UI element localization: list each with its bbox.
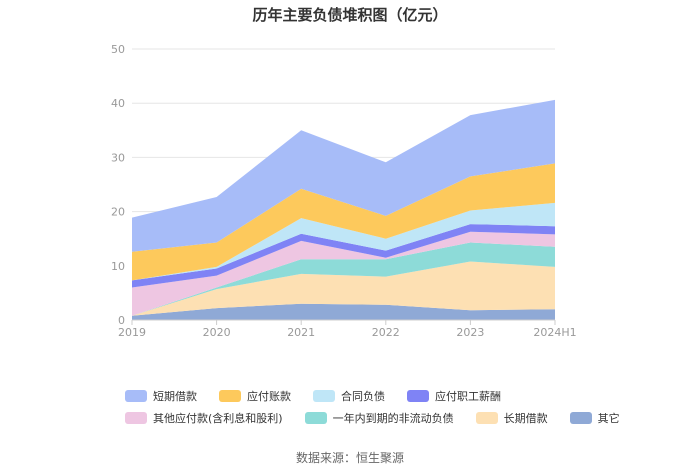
series-area	[132, 231, 555, 316]
legend-label: 其他应付款(含利息和股利)	[153, 412, 283, 425]
y-tick-label: 0	[118, 314, 125, 327]
legend-item[interactable]: 其它	[569, 410, 620, 426]
legend-label: 合同负债	[341, 390, 385, 403]
x-tick-label: 2023	[456, 326, 484, 339]
data-source: 数据来源：恒生聚源	[295, 451, 404, 465]
legend-swatch	[219, 390, 241, 402]
legend-label: 应付账款	[247, 390, 291, 403]
legend-label: 一年内到期的非流动负债	[332, 412, 454, 425]
legend-item[interactable]: 一年内到期的非流动负债	[304, 410, 454, 426]
x-tick-label: 2020	[203, 326, 231, 339]
x-tick-label: 2024H1	[533, 326, 576, 339]
series-area	[132, 202, 555, 281]
series-area	[132, 99, 555, 252]
legend-swatch	[407, 390, 429, 402]
legend-item[interactable]: 合同负债	[313, 388, 385, 404]
plot-area: 0 10 20 30 40 50 2019 2020 2021 2022 2023 2024H1	[111, 43, 577, 339]
x-tick-label: 2019	[118, 326, 146, 339]
chart-title: 历年主要负债堆积图（亿元）	[252, 6, 448, 24]
x-tick-label: 2021	[287, 326, 315, 339]
legend-item[interactable]: 应付职工薪酬	[407, 388, 501, 404]
x-tick-label: 2022	[372, 326, 400, 339]
y-tick-label: 20	[111, 206, 125, 219]
y-tick-label: 10	[111, 260, 125, 273]
legend: 短期借款 应付账款 合同负债 应付职工薪酬其他应付款(含利息和股利) 一年内到期的非流动…	[125, 388, 685, 426]
legend-swatch	[125, 412, 147, 424]
series-area	[132, 261, 555, 316]
legend-swatch	[475, 412, 498, 424]
legend-item[interactable]: 长期借款	[475, 410, 548, 426]
legend-swatch	[304, 412, 327, 424]
legend-swatch	[313, 390, 335, 402]
legend-swatch	[569, 412, 592, 424]
legend-item[interactable]: 应付账款	[219, 388, 291, 404]
legend-label: 长期借款	[503, 412, 548, 425]
series-area	[132, 242, 555, 316]
x-axis: 2019 2020 2021 2022 2023 2024H1	[118, 319, 577, 339]
y-axis: 0 10 20 30 40 50	[111, 43, 125, 327]
series-area	[132, 224, 555, 288]
legend-label: 短期借款	[153, 390, 197, 403]
legend-item[interactable]: 短期借款	[125, 388, 197, 404]
legend-label: 其它	[597, 412, 620, 425]
y-tick-label: 50	[111, 43, 125, 56]
legend-label: 应付职工薪酬	[435, 390, 501, 403]
y-tick-label: 30	[111, 151, 125, 164]
y-tick-label: 40	[111, 97, 125, 110]
series-area	[132, 303, 555, 320]
series-area	[132, 163, 555, 281]
legend-item[interactable]: 其他应付款(含利息和股利)	[125, 410, 283, 426]
stacked-areas	[132, 99, 555, 320]
legend-swatch	[125, 390, 147, 402]
